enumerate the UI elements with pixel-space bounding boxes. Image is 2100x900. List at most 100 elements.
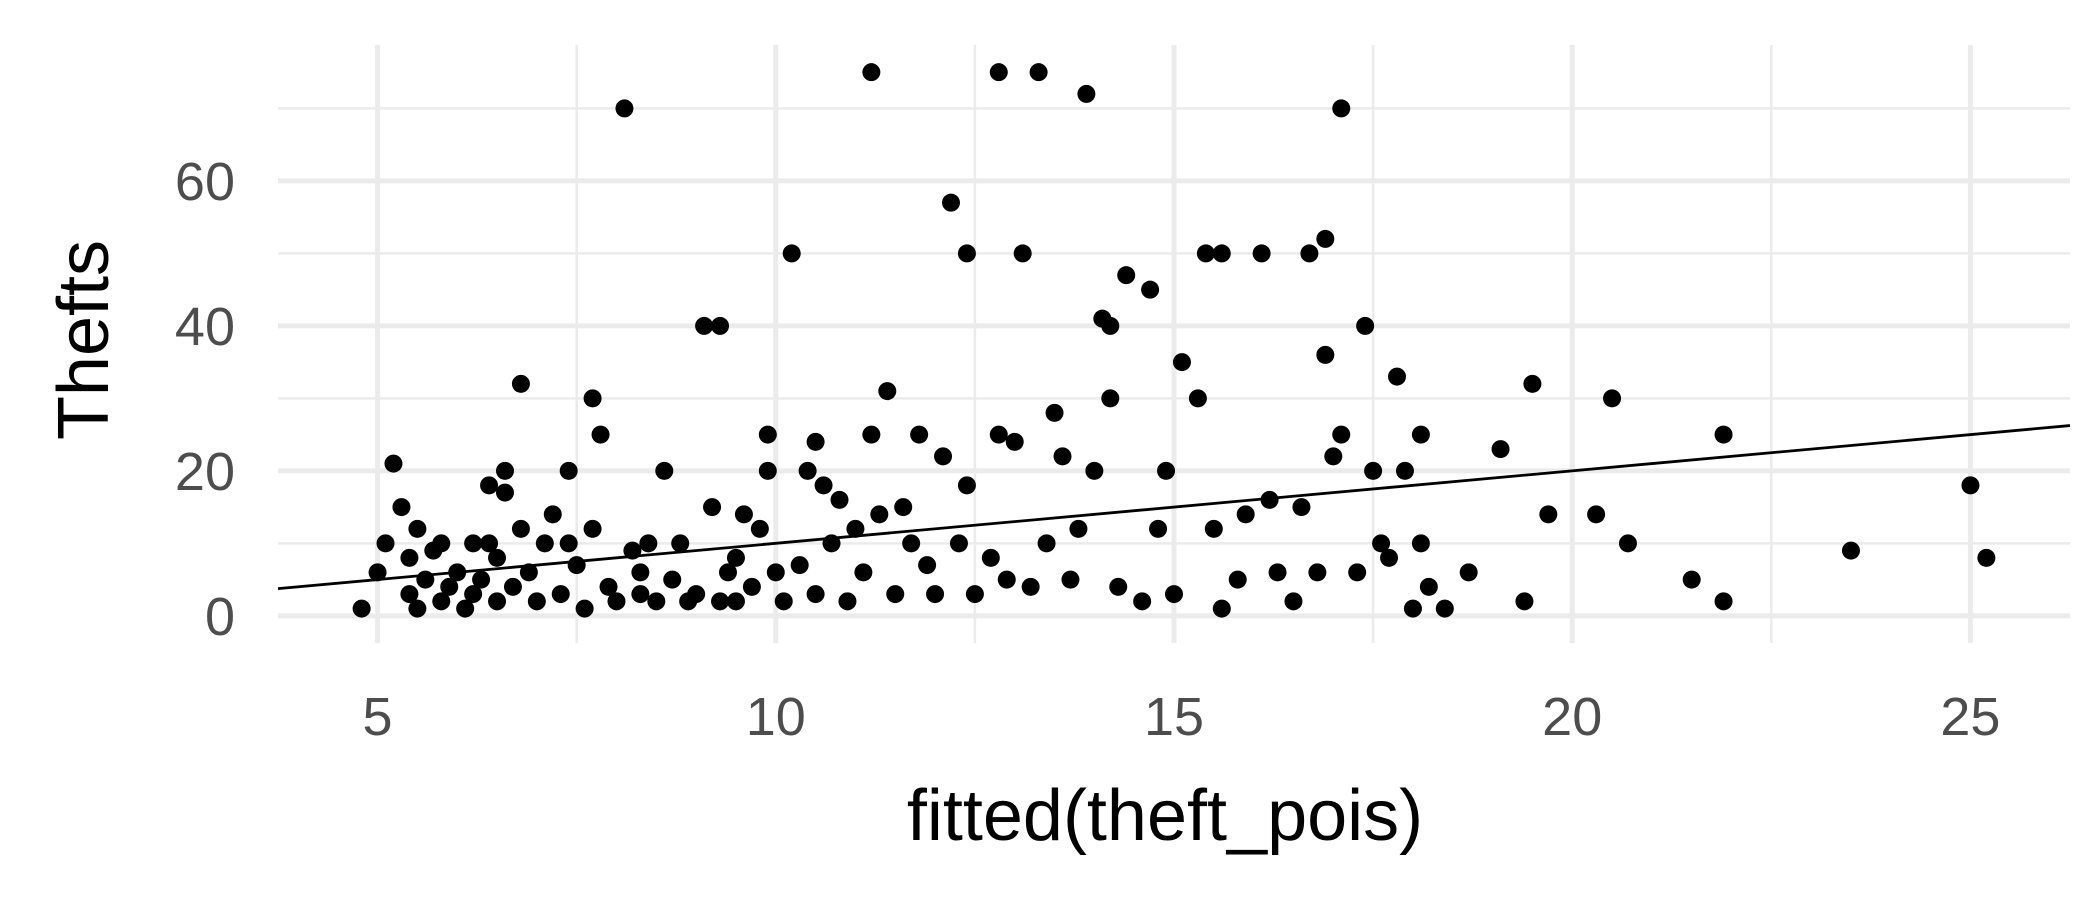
data-point: [886, 585, 905, 604]
x-tick-label: 5: [363, 687, 393, 747]
data-point: [726, 592, 745, 611]
data-point: [1523, 374, 1542, 393]
data-point: [1101, 316, 1120, 335]
x-axis-tick-labels: 5 10 15 20 25: [363, 687, 2001, 747]
data-point: [1364, 461, 1383, 480]
data-point: [1411, 425, 1430, 444]
data-point: [806, 432, 825, 451]
data-point: [989, 425, 1008, 444]
data-point: [822, 534, 841, 553]
data-point: [575, 599, 594, 618]
data-point: [671, 534, 690, 553]
data-point: [1085, 461, 1104, 480]
data-point: [1212, 244, 1231, 263]
data-point: [503, 577, 522, 596]
data-point: [551, 585, 570, 604]
data-point: [480, 476, 499, 495]
data-point: [902, 534, 921, 553]
data-point: [392, 498, 411, 517]
data-point: [591, 425, 610, 444]
data-point: [408, 519, 427, 538]
data-point: [782, 244, 801, 263]
data-point: [1021, 577, 1040, 596]
data-point: [894, 498, 913, 517]
data-point: [774, 592, 793, 611]
y-axis-title: Thefts: [44, 240, 124, 440]
data-point: [1308, 563, 1327, 582]
data-point: [862, 63, 881, 82]
data-point: [432, 534, 451, 553]
data-point: [1053, 447, 1072, 466]
data-point: [910, 425, 929, 444]
data-point: [583, 389, 602, 408]
data-point: [1101, 389, 1120, 408]
data-point: [1133, 592, 1152, 611]
data-point: [1196, 244, 1215, 263]
data-point: [615, 99, 634, 118]
data-point: [1061, 570, 1080, 589]
y-tick-label: 60: [175, 152, 235, 212]
data-point: [400, 585, 419, 604]
data-point: [734, 505, 753, 524]
data-point: [726, 548, 745, 567]
data-point: [1157, 461, 1176, 480]
data-point: [1411, 534, 1430, 553]
data-point: [519, 563, 538, 582]
data-point: [1069, 519, 1088, 538]
data-point: [1332, 425, 1351, 444]
data-point: [1332, 99, 1351, 118]
data-point: [1372, 534, 1391, 553]
data-point: [1005, 432, 1024, 451]
y-tick-label: 40: [175, 297, 235, 357]
data-point: [535, 534, 554, 553]
x-tick-label: 15: [1144, 687, 1204, 747]
data-point: [838, 592, 857, 611]
data-point: [1117, 266, 1136, 285]
data-point: [1324, 447, 1343, 466]
data-point: [1603, 389, 1622, 408]
data-point: [384, 454, 403, 473]
data-point: [957, 476, 976, 495]
data-point: [480, 534, 499, 553]
data-point: [488, 592, 507, 611]
data-point: [1292, 498, 1311, 517]
data-point: [464, 534, 483, 553]
data-point: [711, 592, 730, 611]
data-point: [1515, 592, 1534, 611]
data-point: [655, 461, 674, 480]
y-axis-tick-labels: 0 20 40 60: [175, 152, 235, 647]
data-point: [766, 563, 785, 582]
data-point: [416, 570, 435, 589]
data-point: [1236, 505, 1255, 524]
data-point: [647, 592, 666, 611]
data-point: [1013, 244, 1032, 263]
data-point: [758, 461, 777, 480]
data-point: [495, 461, 514, 480]
data-point: [1260, 490, 1279, 509]
data-point: [862, 425, 881, 444]
data-point: [934, 447, 953, 466]
data-point: [1212, 599, 1231, 618]
data-point: [830, 490, 849, 509]
data-point: [376, 534, 395, 553]
data-point: [1284, 592, 1303, 611]
data-point: [1841, 541, 1860, 560]
x-tick-label: 25: [1940, 687, 2000, 747]
data-point: [1587, 505, 1606, 524]
data-point: [1961, 476, 1980, 495]
data-point: [1977, 548, 1996, 567]
data-point: [941, 193, 960, 212]
data-point: [1491, 440, 1510, 459]
x-axis-title: fitted(theft_pois): [907, 776, 1423, 856]
data-point: [695, 316, 714, 335]
data-point: [472, 570, 491, 589]
data-point: [846, 519, 865, 538]
data-point: [1714, 425, 1733, 444]
data-point: [559, 534, 578, 553]
data-point: [1388, 367, 1407, 386]
data-point: [687, 585, 706, 604]
data-point: [623, 541, 642, 560]
x-tick-label: 20: [1542, 687, 1602, 747]
data-point: [854, 563, 873, 582]
data-point: [1149, 519, 1168, 538]
